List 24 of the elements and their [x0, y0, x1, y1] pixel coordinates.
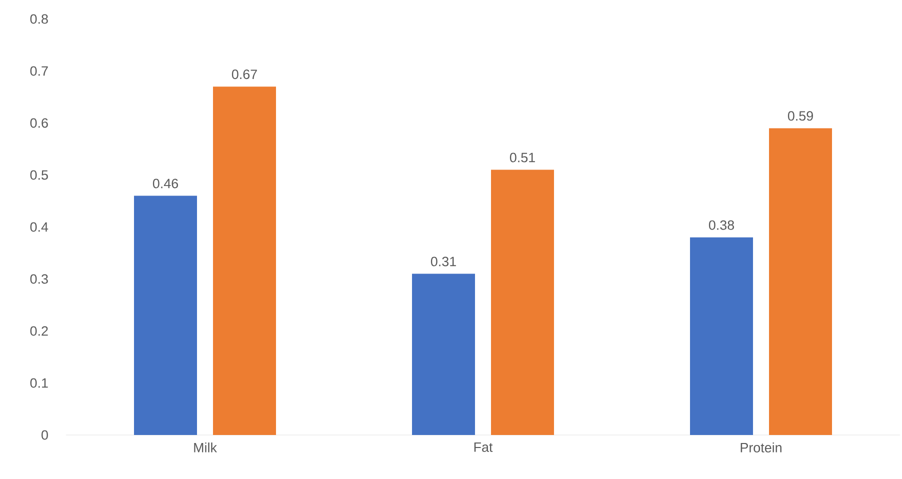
- data-label: 0.59: [788, 111, 813, 121]
- x-tick-label: Milk: [194, 442, 217, 452]
- y-tick-label: 0: [42, 430, 48, 440]
- bar: [690, 237, 754, 435]
- x-tick-label: Fat: [474, 442, 493, 452]
- data-label: 0.31: [430, 256, 456, 266]
- y-tick-label: 0.6: [30, 118, 48, 128]
- y-tick-label: 0.4: [30, 222, 48, 232]
- y-tick-label: 0.1: [30, 378, 48, 388]
- data-label: 0.38: [708, 220, 734, 230]
- x-tick-label: Protein: [740, 442, 782, 452]
- y-tick-label: 0.3: [30, 274, 48, 284]
- data-label: 0.67: [232, 70, 257, 80]
- bar: [491, 170, 554, 435]
- data-label: 0.51: [510, 152, 535, 162]
- data-label: 0.46: [152, 178, 178, 188]
- y-tick-label: 0.7: [30, 66, 48, 76]
- y-tick-label: 0.2: [30, 326, 48, 336]
- y-tick-label: 0.8: [30, 14, 48, 24]
- bar: [769, 128, 832, 435]
- bar: [134, 196, 197, 435]
- y-tick-label: 0.5: [30, 170, 48, 180]
- bar: [412, 274, 476, 435]
- bar: [213, 86, 276, 435]
